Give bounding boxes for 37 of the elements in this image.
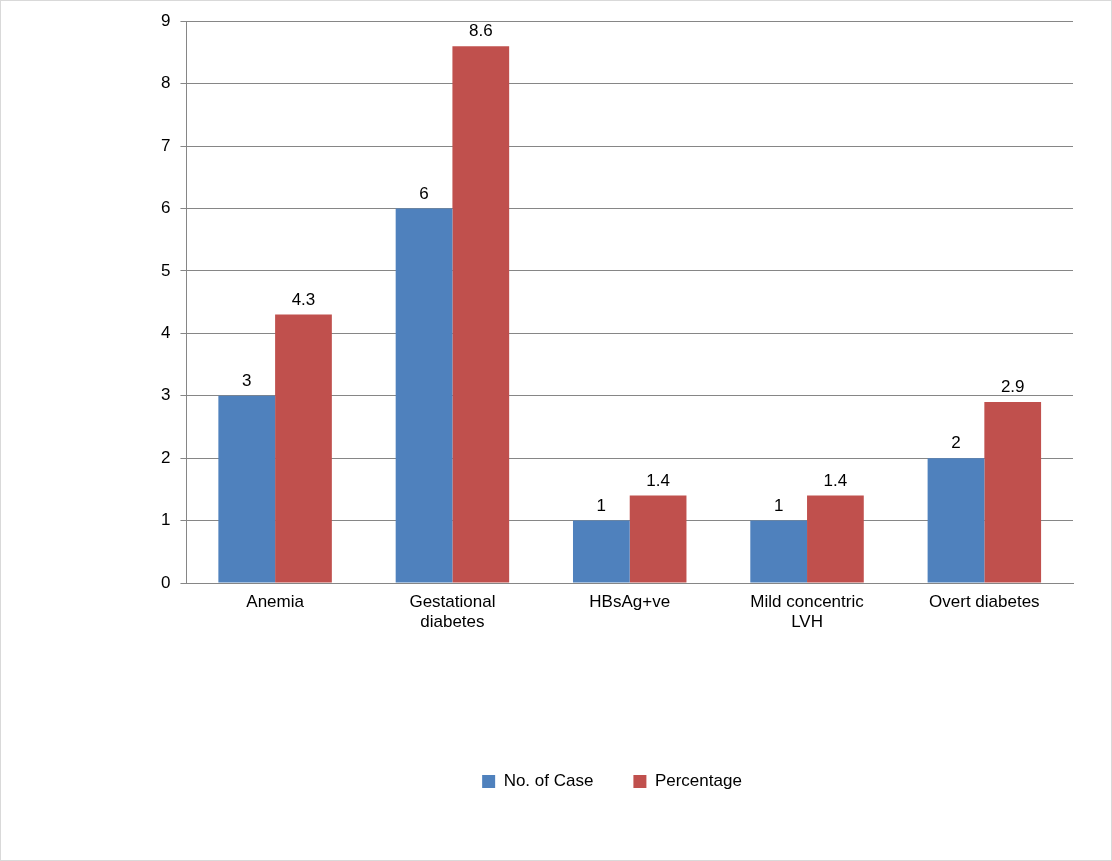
data-label: 1.4 — [823, 470, 848, 490]
x-tick-label: Overt diabetes — [929, 591, 1040, 611]
y-tick-label: 2 — [160, 447, 171, 467]
y-tick-label: 7 — [160, 135, 171, 155]
data-label: 1 — [773, 495, 784, 515]
bar — [275, 314, 332, 583]
bar — [927, 458, 985, 583]
data-label: 2 — [951, 433, 961, 453]
bar — [572, 520, 630, 583]
data-label: 1.4 — [646, 470, 670, 490]
bar — [452, 46, 510, 583]
bar — [218, 395, 276, 583]
bar — [984, 401, 1042, 583]
y-tick-label: 1 — [160, 510, 171, 530]
bar — [629, 495, 687, 583]
y-tick-label: 9 — [160, 10, 171, 30]
bar — [750, 520, 808, 583]
data-label: 1 — [596, 495, 607, 515]
legend-label: Percentage — [654, 771, 742, 791]
y-tick-label: 4 — [160, 323, 171, 342]
x-tick-label: Gestational diabetes — [409, 591, 496, 632]
legend-label: No. of Case — [503, 771, 594, 791]
y-tick-label: 3 — [160, 385, 171, 405]
x-tick-label: Mild concentric LVH — [750, 591, 865, 632]
data-label: 3 — [242, 370, 252, 390]
data-label: 8.6 — [468, 21, 493, 41]
bar — [807, 495, 864, 583]
x-tick-label: HBsAg+ve — [589, 591, 671, 611]
bar — [395, 208, 453, 583]
y-tick-label: 0 — [160, 572, 171, 592]
data-label: 4.3 — [291, 289, 316, 309]
data-label: 2.9 — [1000, 377, 1025, 397]
y-tick-label: 8 — [160, 73, 171, 93]
data-label: 6 — [419, 183, 429, 203]
y-tick-label: 5 — [160, 260, 171, 280]
x-tick-label: Anemia — [246, 591, 305, 611]
y-tick-label: 6 — [160, 198, 171, 218]
